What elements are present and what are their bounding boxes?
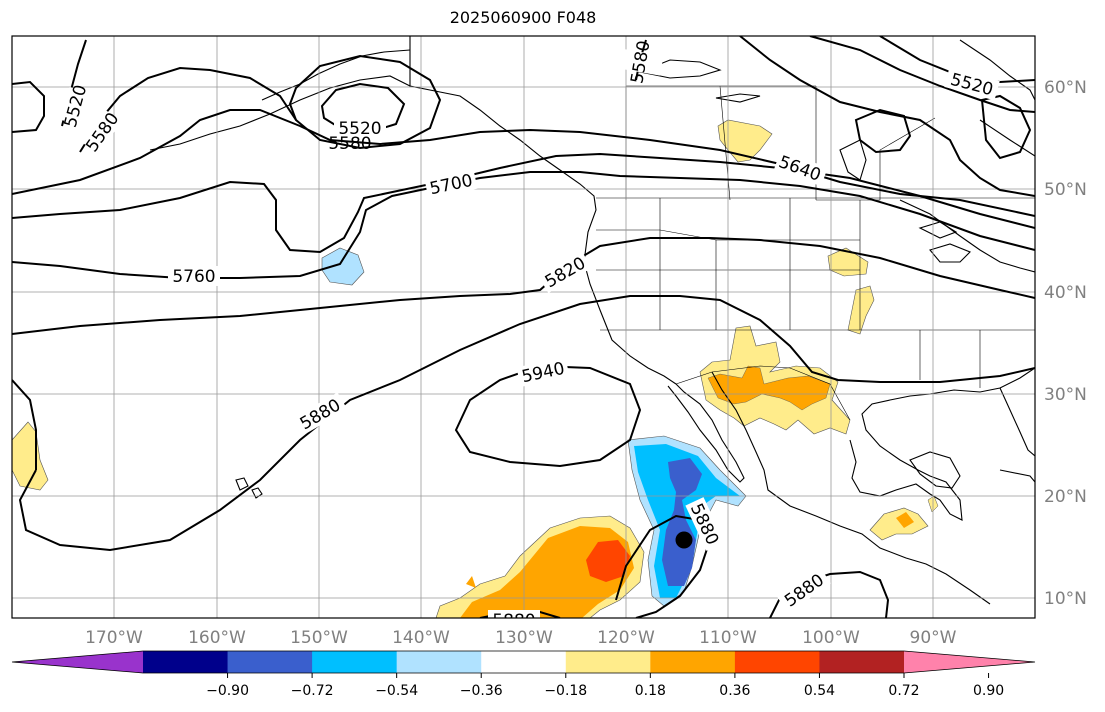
lat-label-10n: 10°N	[1044, 589, 1087, 609]
lon-label-90w: 90°W	[910, 628, 957, 648]
skyblue-shade-baja	[634, 444, 740, 598]
colorbar: −0.90 −0.72 −0.54 −0.36 −0.18 0.18 0.36 0.54 0.7…	[11, 650, 1036, 699]
coastlines	[149, 36, 1035, 605]
yellow-shade-canada	[717, 119, 773, 163]
colorbar-tick-label: −0.72	[291, 683, 334, 699]
lat-label-30n: 30°N	[1044, 385, 1087, 405]
yellow-shade-southwest	[699, 325, 851, 435]
orange-shade-southwest	[707, 365, 831, 411]
lightblue-shade-northpacific	[321, 247, 365, 286]
contour-label-14: 5880	[492, 611, 535, 631]
colorbar-segment	[227, 651, 313, 673]
colorbar-tick-label: −0.18	[544, 683, 587, 699]
lat-label-50n: 50°N	[1044, 180, 1087, 200]
contour-label-4: 5580	[328, 134, 371, 154]
contour-label-3: 5520	[338, 119, 381, 139]
colorbar-extend-high	[904, 651, 1035, 673]
colorbar-segment	[143, 651, 229, 673]
colorbar-tick-label: −0.54	[375, 683, 418, 699]
colorbar-segment	[819, 651, 905, 673]
lat-label-40n: 40°N	[1044, 283, 1087, 303]
lon-label-100w: 100°W	[802, 628, 860, 648]
colorbar-outline	[11, 650, 1036, 674]
orange-shade-centralamerica	[896, 512, 914, 528]
lon-label-160w: 160°W	[188, 628, 246, 648]
colorbar-segment	[312, 651, 398, 673]
yellow-shade-centralamerica	[869, 507, 929, 541]
lon-label-150w: 150°W	[290, 628, 348, 648]
storm-center-marker	[675, 531, 693, 549]
colorbar-tick-label: 0.54	[804, 683, 835, 699]
colorbar-segment	[734, 651, 820, 673]
yellow-shade-bit	[466, 576, 476, 588]
colorbar-tick-label: 0.18	[635, 683, 666, 699]
red-shade-south	[586, 540, 630, 582]
lon-label-170w: 170°W	[85, 628, 143, 648]
map-title: 2025060900 F048	[449, 8, 597, 27]
yellow-shade-plains-2	[847, 285, 875, 335]
lat-label-60n: 60°N	[1044, 78, 1087, 98]
colorbar-extend-low	[12, 651, 143, 673]
colorbar-tick-label: 0.90	[973, 683, 1004, 699]
yellow-shade-west	[12, 421, 49, 491]
lon-label-130w: 130°W	[495, 628, 553, 648]
lon-label-120w: 120°W	[597, 628, 655, 648]
lon-label-110w: 110°W	[699, 628, 757, 648]
lat-label-20n: 20°N	[1044, 487, 1087, 507]
contour-label-8: 5760	[172, 267, 215, 287]
colorbar-tick-label: −0.90	[206, 683, 249, 699]
colorbar-segment	[396, 651, 482, 673]
colorbar-segment	[650, 651, 736, 673]
colorbar-segment	[565, 651, 651, 673]
shaded-anomaly-fields	[12, 119, 939, 618]
gridlines	[12, 36, 1035, 618]
map-frame	[11, 35, 1036, 619]
orange-shade-south	[460, 526, 634, 618]
lon-label-140w: 140°W	[392, 628, 450, 648]
latitude-labels: 60°N 50°N 40°N 30°N 20°N 10°N	[1044, 78, 1087, 609]
blue-shade-baja	[662, 458, 702, 586]
colorbar-segment	[481, 651, 567, 673]
colorbar-tick-label: 0.72	[888, 683, 919, 699]
colorbar-tick-label: −0.36	[460, 683, 503, 699]
longitude-labels: 170°W 160°W 150°W 140°W 130°W 120°W 110°…	[85, 628, 957, 648]
colorbar-tick-label: 0.36	[719, 683, 750, 699]
